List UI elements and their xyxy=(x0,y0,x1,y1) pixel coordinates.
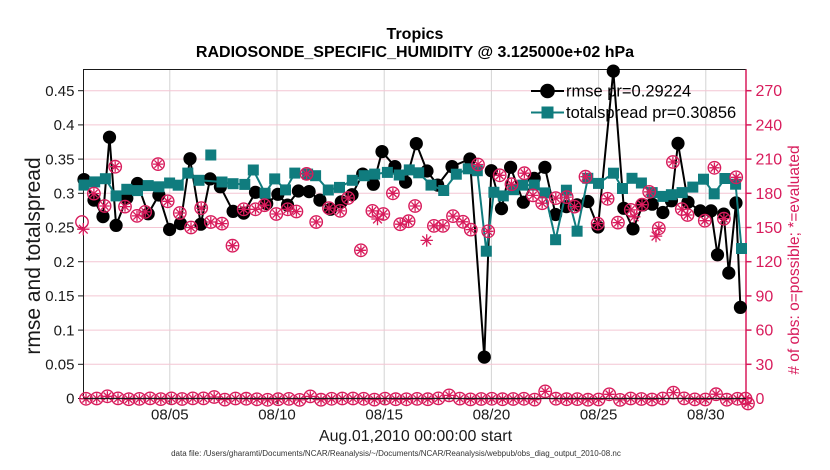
svg-text:08/10: 08/10 xyxy=(258,407,296,424)
svg-text:180: 180 xyxy=(756,186,783,203)
svg-text:Tropics: Tropics xyxy=(387,26,444,43)
svg-text:0.3: 0.3 xyxy=(54,186,75,203)
svg-text:90: 90 xyxy=(756,288,774,305)
svg-text:0: 0 xyxy=(756,391,765,408)
svg-text:0.25: 0.25 xyxy=(45,220,74,237)
svg-text:08/15: 08/15 xyxy=(365,407,403,424)
svg-text:210: 210 xyxy=(756,152,783,169)
svg-text:0.05: 0.05 xyxy=(45,357,74,374)
svg-text:0.35: 0.35 xyxy=(45,151,74,168)
svg-text:240: 240 xyxy=(756,117,783,134)
svg-text:08/30: 08/30 xyxy=(687,407,725,424)
svg-text:totalspread pr=0.30856: totalspread pr=0.30856 xyxy=(566,104,736,122)
svg-text:Aug.01,2010 00:00:00 start: Aug.01,2010 00:00:00 start xyxy=(319,428,513,445)
svg-text:120: 120 xyxy=(756,254,783,271)
svg-text:60: 60 xyxy=(756,323,774,340)
svg-text:0.15: 0.15 xyxy=(45,288,74,305)
svg-text:150: 150 xyxy=(756,220,783,237)
svg-text:08/05: 08/05 xyxy=(151,407,189,424)
svg-text:data file: /Users/gharamti/Doc: data file: /Users/gharamti/Documents/NCA… xyxy=(171,449,621,458)
svg-text:0.1: 0.1 xyxy=(54,322,75,339)
svg-text:08/20: 08/20 xyxy=(473,407,511,424)
svg-text:30: 30 xyxy=(756,357,774,374)
svg-text:08/25: 08/25 xyxy=(580,407,618,424)
svg-text:0: 0 xyxy=(66,391,74,408)
svg-text:270: 270 xyxy=(756,83,783,100)
svg-text:0.2: 0.2 xyxy=(54,254,75,271)
svg-text:# of obs: o=possible; *=evalua: # of obs: o=possible; *=evaluated xyxy=(786,145,803,374)
svg-text:RADIOSONDE_SPECIFIC_HUMIDITY @: RADIOSONDE_SPECIFIC_HUMIDITY @ 3.125000e… xyxy=(196,44,634,61)
svg-text:rmse and totalspread: rmse and totalspread xyxy=(22,157,45,354)
svg-text:0.45: 0.45 xyxy=(45,83,74,100)
svg-text:rmse pr=0.29224: rmse pr=0.29224 xyxy=(566,82,691,100)
svg-text:0.4: 0.4 xyxy=(54,117,75,134)
